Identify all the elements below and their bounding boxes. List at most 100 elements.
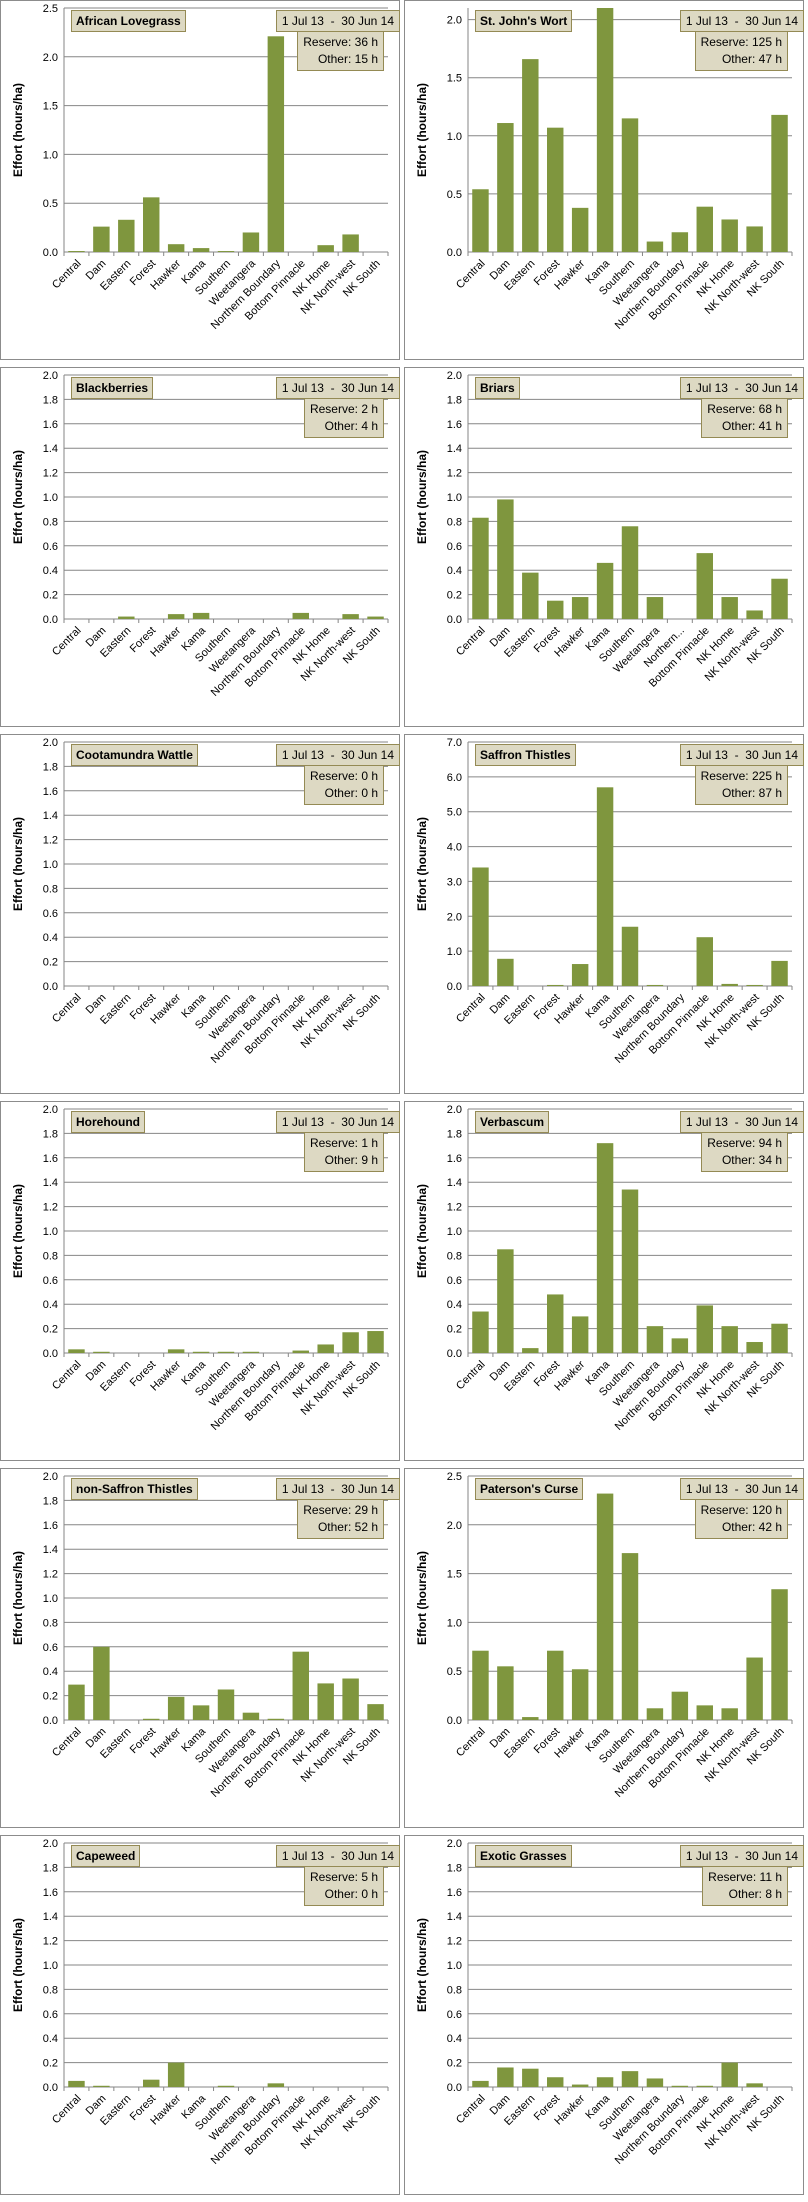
x-tick-label: Central bbox=[454, 625, 488, 659]
bar-dam bbox=[497, 123, 514, 253]
chart-title: Verbascum bbox=[475, 1111, 550, 1133]
other-hours: Other: 9 h bbox=[310, 1152, 378, 1169]
y-tick-label: 0.0 bbox=[447, 1715, 462, 1727]
y-tick-label: 0.0 bbox=[447, 614, 462, 626]
y-tick-label: 0.5 bbox=[447, 1666, 462, 1678]
reserve-label: Reserve: bbox=[309, 1136, 358, 1150]
other-label: Other: bbox=[728, 1887, 762, 1901]
y-tick-label: 2.0 bbox=[447, 15, 462, 27]
reserve-value: 0 h bbox=[361, 769, 378, 783]
bar-forest bbox=[547, 984, 564, 986]
bar-hawker bbox=[571, 1669, 589, 1720]
bar-nk-north-west bbox=[746, 984, 763, 986]
y-tick-label: 1.2 bbox=[43, 1936, 58, 1948]
y-tick-label: 0.0 bbox=[447, 2082, 462, 2094]
y-tick-label: 7.0 bbox=[447, 737, 462, 749]
other-value: 15 h bbox=[354, 52, 378, 66]
reserve-value: 94 h bbox=[758, 1136, 782, 1150]
bar-weetangera bbox=[646, 1326, 664, 1353]
y-tick-label: 1.2 bbox=[43, 1569, 58, 1581]
bar-central bbox=[472, 1650, 489, 1720]
y-tick-label: 1.0 bbox=[447, 1617, 462, 1629]
y-tick-label: 0.5 bbox=[447, 189, 462, 201]
date-range-label: 1 Jul 13 - 30 Jun 14 bbox=[679, 1111, 804, 1133]
date-range-label: 1 Jul 13 - 30 Jun 14 bbox=[275, 744, 400, 766]
bar-hawker bbox=[167, 614, 185, 619]
reserve-value: 29 h bbox=[354, 1503, 378, 1517]
hours-summary: Reserve: 120 h Other: 42 h bbox=[694, 1499, 788, 1539]
y-tick-label: 1.6 bbox=[447, 419, 462, 431]
bar-nk-north-west bbox=[342, 1678, 359, 1720]
bar-hawker bbox=[571, 597, 589, 619]
bar-nk-home bbox=[721, 1708, 738, 1720]
other-value: 9 h bbox=[361, 1153, 378, 1167]
y-tick-label: 4.0 bbox=[447, 842, 462, 854]
bar-forest bbox=[143, 1718, 160, 1720]
y-tick-label: 1.8 bbox=[447, 394, 462, 406]
y-tick-label: 0.0 bbox=[447, 1348, 462, 1360]
other-hours: Other: 0 h bbox=[310, 785, 378, 802]
bar-nk-south bbox=[367, 1704, 384, 1720]
y-tick-label: 1.0 bbox=[447, 946, 462, 958]
y-tick-label: 0.6 bbox=[447, 541, 462, 553]
bar-bottom-pinnacle bbox=[696, 1705, 713, 1720]
y-tick-label: 0.4 bbox=[43, 2033, 58, 2045]
bar-weetangera bbox=[646, 1708, 664, 1720]
y-axis-title: Effort (hours/ha) bbox=[11, 450, 25, 544]
bar-southern bbox=[217, 2085, 235, 2087]
bar-hawker bbox=[571, 2084, 589, 2087]
y-tick-label: 1.0 bbox=[447, 492, 462, 504]
y-tick-label: 2.0 bbox=[43, 1838, 58, 1850]
bar-dam bbox=[93, 2085, 110, 2087]
bar-weetangera bbox=[242, 232, 260, 252]
chart-title: Paterson's Curse bbox=[475, 1478, 584, 1500]
other-label: Other: bbox=[317, 1520, 352, 1534]
y-tick-label: 0.4 bbox=[447, 2033, 462, 2045]
reserve-hours: Reserve: 120 h bbox=[701, 1502, 782, 1519]
bar-kama bbox=[192, 1351, 210, 1353]
reserve-hours: Reserve: 29 h bbox=[303, 1502, 378, 1519]
bar-northern-boundary bbox=[671, 1691, 689, 1720]
bar-central bbox=[472, 517, 489, 619]
y-tick-label: 1.6 bbox=[43, 1520, 58, 1532]
bar-nk-home bbox=[317, 1683, 334, 1720]
x-tick-label: Central bbox=[50, 1726, 84, 1760]
reserve-value: 11 h bbox=[759, 1870, 782, 1884]
y-axis-title: Effort (hours/ha) bbox=[415, 817, 429, 911]
bar-eastern bbox=[522, 59, 539, 252]
y-tick-label: 1.6 bbox=[43, 1153, 58, 1165]
bar-central bbox=[68, 1349, 85, 1353]
bar-kama bbox=[596, 562, 614, 619]
bar-forest bbox=[547, 600, 564, 619]
y-tick-label: 1.6 bbox=[43, 419, 58, 431]
other-label: Other: bbox=[324, 1153, 358, 1167]
hours-summary: Reserve: 94 h Other: 34 h bbox=[701, 1132, 788, 1172]
bar-nk-north-west bbox=[746, 1657, 763, 1720]
bar-central bbox=[472, 867, 489, 986]
date-range-label: 1 Jul 13 - 30 Jun 14 bbox=[275, 10, 400, 32]
date-range-label: 1 Jul 13 - 30 Jun 14 bbox=[275, 377, 400, 399]
bar-dam bbox=[93, 1646, 110, 1720]
bar-southern bbox=[621, 1553, 639, 1720]
y-tick-label: 6.0 bbox=[447, 772, 462, 784]
y-tick-label: 1.0 bbox=[447, 1960, 462, 1972]
chart-title: Blackberries bbox=[71, 377, 154, 399]
y-tick-label: 0.8 bbox=[447, 1984, 462, 1996]
reserve-hours: Reserve: 68 h bbox=[707, 401, 782, 418]
y-tick-label: 1.0 bbox=[43, 1960, 58, 1972]
hours-summary: Reserve: 11 h Other: 8 h bbox=[702, 1866, 788, 1906]
y-axis-title: Effort (hours/ha) bbox=[415, 1551, 429, 1645]
y-tick-label: 1.2 bbox=[447, 468, 462, 480]
y-tick-label: 1.4 bbox=[43, 1544, 58, 1556]
y-axis-title: Effort (hours/ha) bbox=[415, 1184, 429, 1278]
bar-chart: 0.0 0.2 0.4 0.6 0.8 1.0 1.2 1.4 1.6 1.8 2.0 Central… bbox=[415, 1838, 793, 2167]
chart-title: African Lovegrass bbox=[71, 10, 186, 32]
bar-northern-boundary bbox=[671, 2085, 689, 2087]
bar-forest bbox=[547, 127, 564, 252]
bar-nk-home bbox=[721, 219, 738, 252]
other-hours: Other: 42 h bbox=[701, 1519, 782, 1536]
reserve-label: Reserve: bbox=[309, 402, 358, 416]
bar-nk-south bbox=[771, 1323, 788, 1353]
y-tick-label: 0.6 bbox=[43, 1642, 58, 1654]
bar-southern bbox=[217, 1351, 235, 1353]
